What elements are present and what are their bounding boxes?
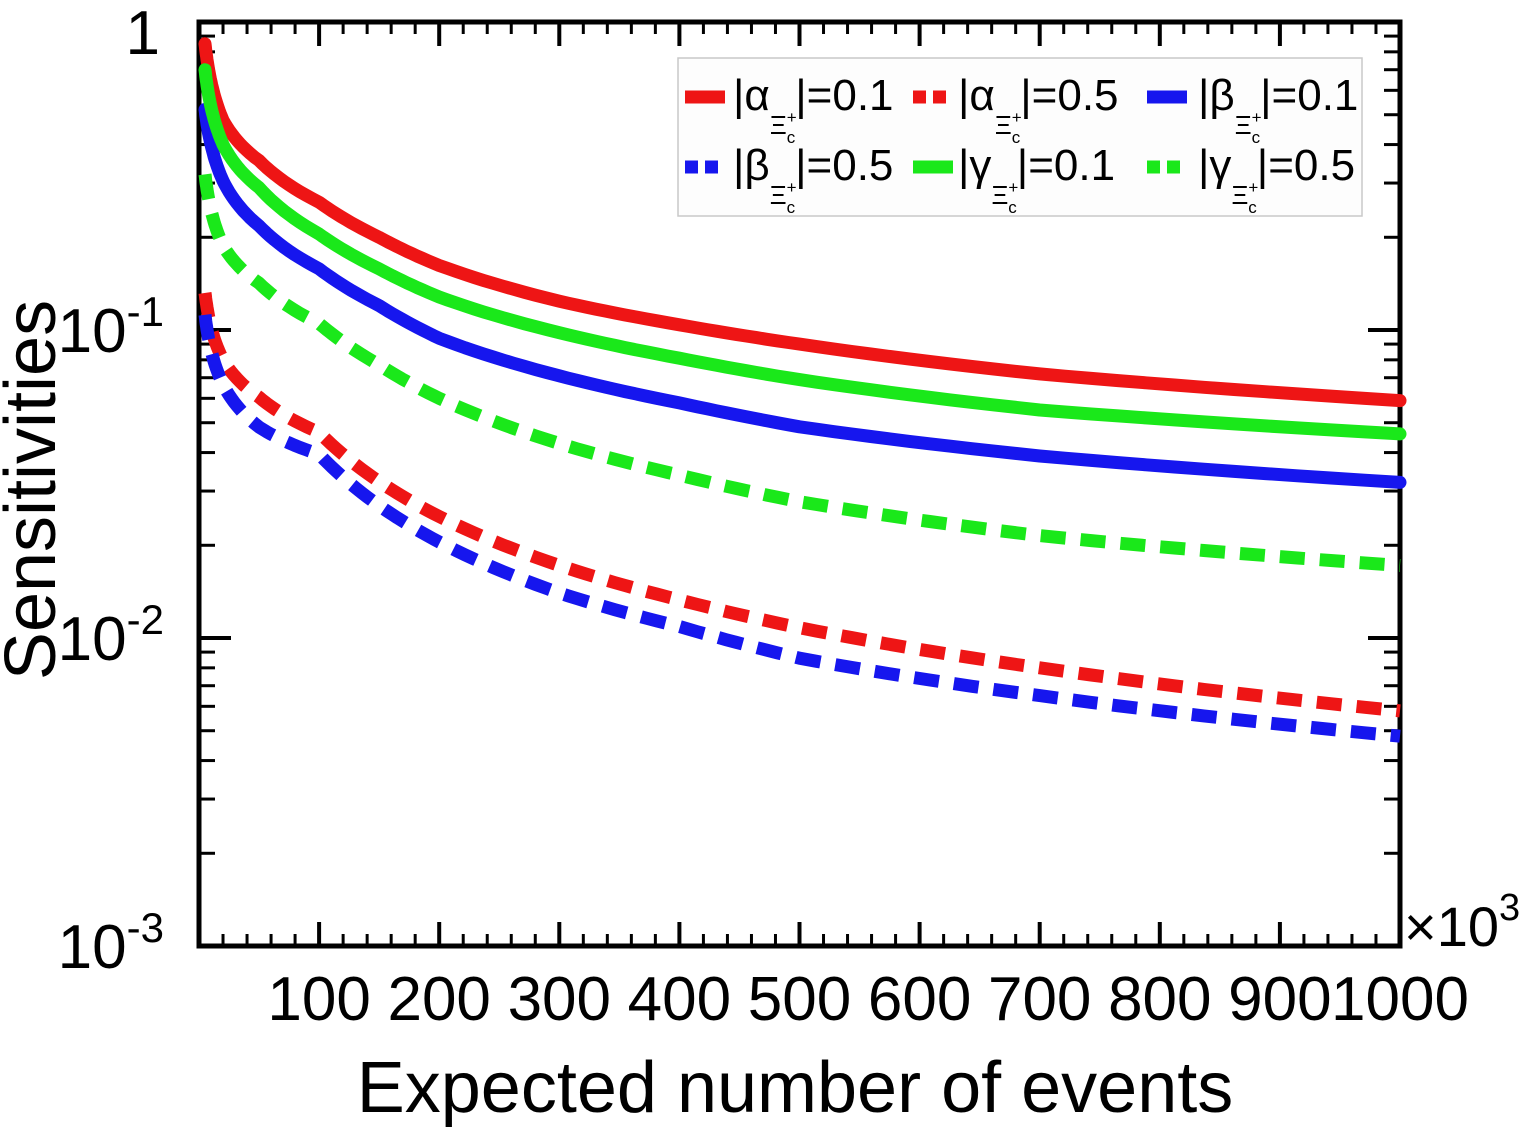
legend-label-sub: Ξ bbox=[1235, 110, 1252, 140]
x-tick-label: 900 bbox=[1228, 965, 1331, 1034]
legend-label-sub: Ξ bbox=[1231, 180, 1248, 210]
legend-label-sup: + bbox=[1012, 108, 1022, 127]
legend-label-part: |γ bbox=[958, 141, 991, 190]
legend: |αΞ+ c|=0.1 |αΞ+ c|=0.5 |βΞ+ c|=0.1 |βΞ+ c|=… bbox=[677, 57, 1363, 217]
x-tick-label: 100 bbox=[267, 965, 370, 1034]
multiplier-base: ×10 bbox=[1404, 895, 1499, 958]
y-tick-base: 10 bbox=[58, 605, 127, 674]
legend-label-sub: Ξ bbox=[770, 180, 787, 210]
x-tick-labels: 100 200 300 400 500 600 700 800 900 1000 bbox=[267, 965, 1469, 1034]
legend-label-gamma-0.5: |γΞ+ c|=0.5 bbox=[1198, 141, 1355, 217]
y-tick-label-1e-2: 10-2 bbox=[58, 596, 164, 674]
legend-label-part: |=0.5 bbox=[795, 141, 893, 190]
legend-label-sup: + bbox=[1008, 178, 1018, 197]
legend-label-sub: Ξ bbox=[770, 110, 787, 140]
y-tick-label-1e-3: 10-3 bbox=[58, 904, 164, 982]
y-tick-exponent: -1 bbox=[127, 288, 164, 335]
curve-beta01 bbox=[198, 103, 1407, 489]
x-axis-multiplier: ×103 bbox=[1404, 887, 1520, 958]
curves-layer bbox=[198, 37, 1407, 743]
y-tick-base: 10 bbox=[58, 297, 127, 366]
y-axis-title: Sensitivities bbox=[0, 300, 71, 680]
legend-label-sub: Ξ bbox=[991, 180, 1008, 210]
legend-label-part: |=0.5 bbox=[1020, 71, 1118, 120]
legend-label-subsub: c bbox=[1252, 128, 1261, 147]
legend-label-beta-0.1: |βΞ+ c |=0.1 bbox=[1198, 71, 1358, 147]
curve-gamma05 bbox=[198, 170, 1401, 572]
legend-box bbox=[677, 57, 1363, 217]
legend-label-part: |=0.1 bbox=[1260, 71, 1358, 120]
x-tick-label: 600 bbox=[868, 965, 971, 1034]
y-tick-exponent: -2 bbox=[127, 596, 164, 643]
x-tick-label: 500 bbox=[748, 965, 851, 1034]
x-axis-title: Expected number of events bbox=[357, 1048, 1234, 1127]
x-tick-label: 300 bbox=[508, 965, 611, 1034]
curve-alpha05 bbox=[198, 289, 1401, 718]
legend-label-subsub: c bbox=[1248, 198, 1257, 217]
y-tick-label-1: 1 bbox=[126, 0, 160, 68]
legend-label-beta-0.5: |βΞ+ c |=0.5 bbox=[733, 141, 893, 217]
legend-label-part: |β bbox=[733, 141, 770, 190]
curve-gamma01 bbox=[198, 63, 1407, 441]
legend-label-part: |=0.1 bbox=[1017, 141, 1115, 190]
x-tick-label: 200 bbox=[387, 965, 490, 1034]
legend-label-sup: + bbox=[787, 178, 797, 197]
legend-label-part: |β bbox=[1198, 71, 1235, 120]
legend-label-sup: + bbox=[1248, 178, 1258, 197]
legend-label-subsub: c bbox=[787, 128, 796, 147]
legend-label-subsub: c bbox=[1012, 128, 1021, 147]
legend-label-part: |α bbox=[733, 71, 770, 120]
y-tick-label-1e-1: 10-1 bbox=[58, 288, 164, 366]
legend-label-part: |=0.5 bbox=[1257, 141, 1355, 190]
curve-alpha01 bbox=[198, 37, 1407, 408]
legend-label-subsub: c bbox=[787, 198, 796, 217]
legend-label-part: |γ bbox=[1198, 141, 1231, 190]
x-tick-label: 700 bbox=[988, 965, 1091, 1034]
y-tick-exponent: -3 bbox=[127, 904, 164, 951]
legend-label-alpha-0.5: |αΞ+ c |=0.5 bbox=[958, 71, 1119, 147]
legend-label-subsub: c bbox=[1008, 198, 1017, 217]
legend-label-sup: + bbox=[787, 108, 797, 127]
x-tick-label: 1000 bbox=[1331, 965, 1469, 1034]
x-tick-label: 800 bbox=[1108, 965, 1211, 1034]
legend-label-sup: + bbox=[1252, 108, 1262, 127]
x-tick-label: 400 bbox=[628, 965, 731, 1034]
legend-label-gamma-0.1: |γΞ+ c|=0.1 bbox=[958, 141, 1115, 217]
legend-label-part: |α bbox=[958, 71, 995, 120]
y-tick-base: 10 bbox=[58, 913, 127, 982]
legend-label-part: |=0.1 bbox=[795, 71, 893, 120]
y-tick-base: 1 bbox=[126, 0, 160, 68]
legend-label-sub: Ξ bbox=[995, 110, 1012, 140]
legend-label-alpha-0.1: |αΞ+ c |=0.1 bbox=[733, 71, 894, 147]
multiplier-exponent: 3 bbox=[1499, 887, 1520, 929]
